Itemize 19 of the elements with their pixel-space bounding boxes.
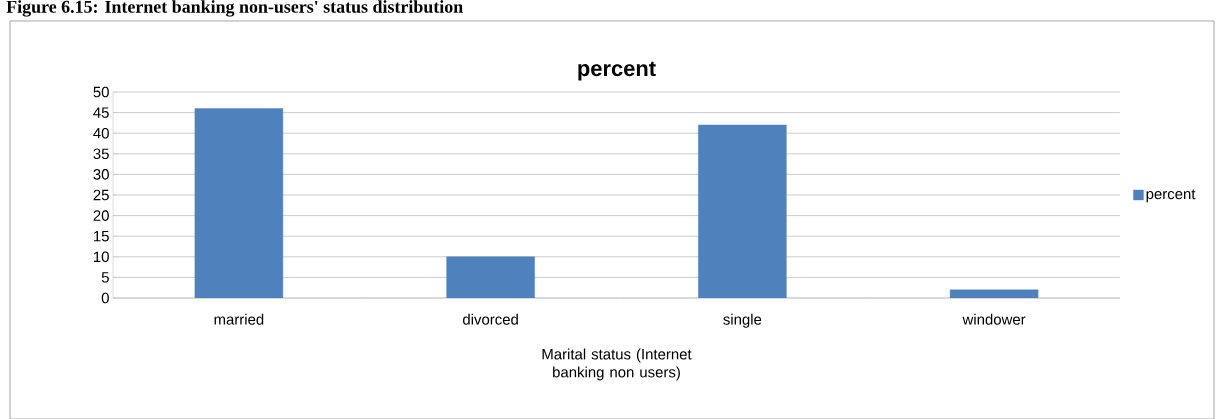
x-axis-title: Marital status (Internet banking non users) <box>542 348 692 381</box>
x-tick-label: windower <box>962 313 1026 325</box>
legend-label: percent <box>1146 189 1196 203</box>
y-tick-label: 30 <box>93 169 109 180</box>
y-tick-label: 40 <box>93 127 109 139</box>
y-tick-label: 25 <box>93 189 109 201</box>
y-tick-label: 35 <box>93 148 109 160</box>
y-tick-label: 45 <box>93 107 109 118</box>
y-tick-label: 10 <box>94 251 109 263</box>
caption: Figure 6.15: Internet banking non-users' status distribution <box>6 0 463 17</box>
y-tick-label: 50 <box>93 86 109 98</box>
chart-title: percent <box>578 61 656 81</box>
y-tick-label: 15 <box>94 230 109 242</box>
x-tick-label: single <box>723 313 762 328</box>
y-tick-label: 20 <box>93 210 109 221</box>
y-tick-label: 0 <box>101 292 109 304</box>
x-tick-label: divorced <box>463 313 518 325</box>
x-tick-label: married <box>214 313 264 325</box>
y-tick-label: 5 <box>101 272 109 283</box>
